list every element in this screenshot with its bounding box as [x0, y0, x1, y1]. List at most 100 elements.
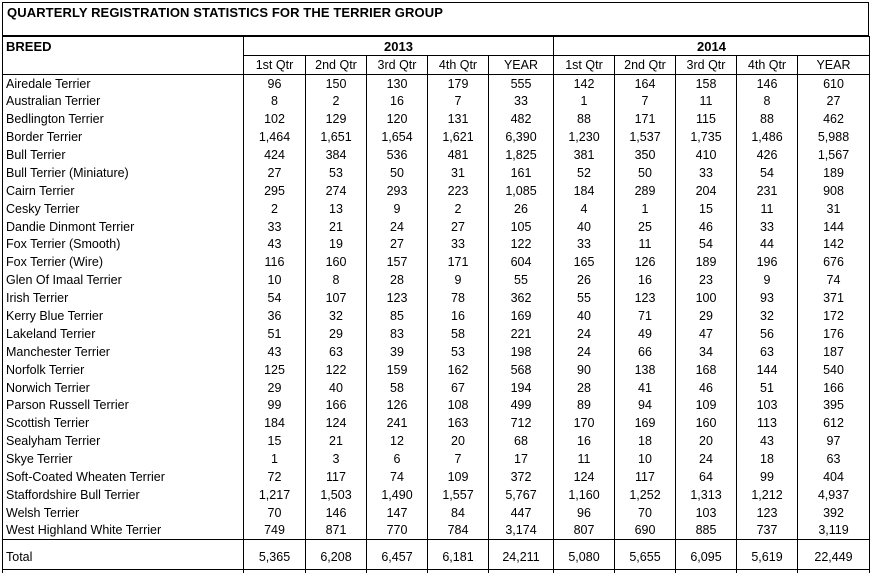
- value-cell: 482: [488, 110, 554, 129]
- value-cell: 15: [675, 199, 737, 218]
- table-body: Airedale Terrier 96 150 130 179 555 142 164 158 1…: [2, 74, 870, 540]
- value-cell: 74: [797, 271, 870, 290]
- value-cell: 172: [797, 307, 870, 325]
- value-cell: 5,988: [797, 128, 870, 147]
- value-cell: 44: [736, 235, 798, 254]
- value-cell: 3,174: [488, 521, 554, 540]
- value-cell: 908: [797, 181, 870, 200]
- value-cell: 7: [614, 92, 676, 111]
- total-value-cell: 5,655: [614, 539, 676, 571]
- value-cell: 53: [305, 163, 367, 182]
- value-cell: 274: [305, 181, 367, 200]
- value-cell: 146: [305, 503, 367, 522]
- breed-cell: Irish Terrier: [2, 289, 244, 308]
- value-cell: 447: [488, 503, 554, 522]
- value-cell: 123: [614, 289, 676, 308]
- value-cell: 166: [797, 378, 870, 397]
- value-cell: 31: [797, 199, 870, 218]
- value-cell: 1: [614, 199, 676, 218]
- value-cell: 124: [553, 468, 615, 486]
- value-cell: 40: [553, 217, 615, 236]
- value-cell: 96: [243, 74, 306, 93]
- value-cell: 88: [553, 110, 615, 129]
- value-cell: 55: [488, 271, 554, 290]
- breed-cell: Airedale Terrier: [2, 74, 244, 93]
- value-cell: 410: [675, 146, 737, 164]
- value-cell: 63: [736, 342, 798, 361]
- breed-cell: Bull Terrier (Miniature): [2, 163, 244, 182]
- value-cell: 29: [675, 307, 737, 325]
- value-cell: 161: [488, 163, 554, 182]
- table-row: Cairn Terrier 295 274 293 223 1,085 184 289 204 2…: [2, 181, 870, 200]
- value-cell: 32: [736, 307, 798, 325]
- value-cell: 1,230: [553, 128, 615, 147]
- table-row: Welsh Terrier 70 146 147 84 447 96 70 103 123 392: [2, 503, 870, 522]
- value-cell: 4,937: [797, 485, 870, 504]
- value-cell: 39: [366, 342, 428, 361]
- value-cell: 63: [305, 342, 367, 361]
- value-cell: 1: [243, 450, 306, 469]
- value-cell: 1,654: [366, 128, 428, 147]
- breed-cell: Norfolk Terrier: [2, 360, 244, 379]
- value-cell: 604: [488, 253, 554, 272]
- value-cell: 1,217: [243, 485, 306, 504]
- value-cell: 1,464: [243, 128, 306, 147]
- value-cell: 223: [427, 181, 489, 200]
- value-cell: 159: [366, 360, 428, 379]
- table-row: Dandie Dinmont Terrier 33 21 24 27 105 40 25 46 3…: [2, 217, 870, 236]
- value-cell: 43: [243, 235, 306, 254]
- breed-cell: Staffordshire Bull Terrier: [2, 485, 244, 504]
- value-cell: 1,212: [736, 485, 798, 504]
- value-cell: 168: [675, 360, 737, 379]
- value-cell: 123: [366, 289, 428, 308]
- value-cell: 70: [243, 503, 306, 522]
- value-cell: 1,537: [614, 128, 676, 147]
- value-cell: 17: [488, 450, 554, 469]
- column-group-header-2013: 2013: [243, 36, 554, 56]
- quarter-header-row: 1st Qtr 2nd Qtr 3rd Qtr 4th Qtr YEAR 1st Qtr 2…: [3, 55, 870, 75]
- column-header-quarter: 2nd Qtr: [305, 55, 367, 75]
- value-cell: 395: [797, 396, 870, 415]
- value-cell: 3: [305, 450, 367, 469]
- value-cell: 170: [553, 414, 615, 433]
- value-cell: 27: [243, 163, 306, 182]
- table-footer: Total 5,365 6,208 6,457 6,181 24,211 5,080 5,65…: [2, 539, 870, 571]
- breed-cell: Bull Terrier: [2, 146, 244, 164]
- table-header: BREED 2013 2014 1st Qtr 2nd Qtr 3rd Qtr 4th…: [2, 36, 870, 75]
- value-cell: 481: [427, 146, 489, 164]
- value-cell: 179: [427, 74, 489, 93]
- value-cell: 160: [675, 414, 737, 433]
- value-cell: 55: [553, 289, 615, 308]
- value-cell: 610: [797, 74, 870, 93]
- value-cell: 131: [427, 110, 489, 129]
- value-cell: 11: [736, 199, 798, 218]
- value-cell: 18: [736, 450, 798, 469]
- value-cell: 58: [427, 324, 489, 343]
- column-header-breed: BREED: [2, 36, 244, 75]
- value-cell: 871: [305, 521, 367, 540]
- value-cell: 123: [736, 503, 798, 522]
- table-row: Parson Russell Terrier 99 166 126 108 499 89 94…: [2, 396, 870, 415]
- value-cell: 160: [305, 253, 367, 272]
- table-row: Norwich Terrier 29 40 58 67 194 28 41 46 51 166: [2, 378, 870, 397]
- value-cell: 24: [675, 450, 737, 469]
- breed-cell: Soft-Coated Wheaten Terrier: [2, 468, 244, 486]
- value-cell: 19: [305, 235, 367, 254]
- value-cell: 3,119: [797, 521, 870, 540]
- value-cell: 24: [553, 324, 615, 343]
- value-cell: 196: [736, 253, 798, 272]
- breed-cell: Parson Russell Terrier: [2, 396, 244, 415]
- value-cell: 162: [427, 360, 489, 379]
- value-cell: 50: [366, 163, 428, 182]
- value-cell: 85: [366, 307, 428, 325]
- value-cell: 115: [675, 110, 737, 129]
- value-cell: 29: [305, 324, 367, 343]
- value-cell: 47: [675, 324, 737, 343]
- value-cell: 146: [736, 74, 798, 93]
- table-row: Kerry Blue Terrier 36 32 85 16 169 40 71 29 32 172: [2, 307, 870, 325]
- value-cell: 749: [243, 521, 306, 540]
- value-cell: 189: [675, 253, 737, 272]
- breed-cell: Kerry Blue Terrier: [2, 307, 244, 325]
- value-cell: 33: [427, 235, 489, 254]
- value-cell: 404: [797, 468, 870, 486]
